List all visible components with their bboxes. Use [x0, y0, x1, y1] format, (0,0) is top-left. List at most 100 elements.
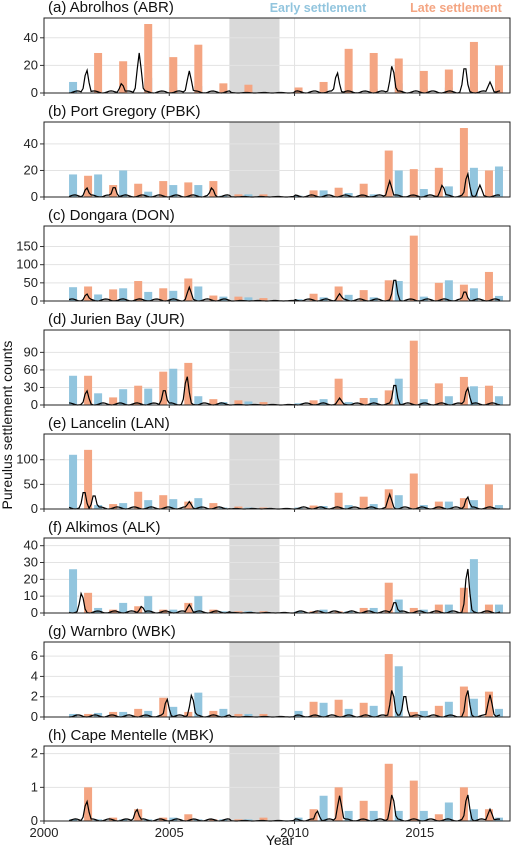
- late-bar: [209, 295, 218, 301]
- early-bar: [344, 402, 353, 405]
- panel-title: (b) Port Gregory (PBK): [48, 103, 201, 120]
- early-bar: [469, 386, 478, 405]
- late-bar: [84, 286, 93, 301]
- late-bar: [359, 607, 368, 613]
- early-bar: [469, 698, 478, 717]
- late-bar: [434, 501, 443, 509]
- y-tick-label: 2: [31, 746, 38, 761]
- early-bar: [119, 602, 128, 613]
- early-bar: [144, 291, 153, 301]
- legend-late: Late settlement: [410, 1, 503, 15]
- early-bar: [419, 189, 428, 197]
- panel-title: (g) Warnbro (WBK): [48, 623, 176, 640]
- early-bar: [69, 713, 78, 717]
- early-bar: [494, 396, 503, 405]
- late-bar: [384, 150, 393, 197]
- early-bar: [419, 609, 428, 613]
- y-tick-label: 0: [31, 85, 38, 100]
- early-bar: [394, 281, 403, 301]
- early-bar: [369, 810, 378, 821]
- late-bar: [494, 65, 503, 93]
- late-bar: [409, 780, 418, 821]
- late-bar: [484, 271, 493, 301]
- panels-group: (a) Abrolhos (ABR) Early settlement Late s…: [16, 0, 511, 828]
- panel-0: (a) Abrolhos (ABR) Early settlement Late s…: [24, 0, 511, 100]
- early-bar: [144, 388, 153, 405]
- late-bar: [209, 503, 218, 509]
- late-bar: [384, 582, 393, 613]
- early-bar: [344, 505, 353, 509]
- y-tick-label: 20: [24, 57, 38, 72]
- panel-7: (h) Cape Mentelle (MBK) 0 1 2: [31, 727, 511, 828]
- late-bar: [144, 24, 153, 93]
- panel-6: (g) Warnbro (WBK) 0 2 4 6: [31, 623, 511, 724]
- early-bar: [494, 604, 503, 613]
- early-bar: [169, 185, 178, 197]
- late-bar: [134, 183, 143, 197]
- early-bar: [444, 802, 453, 821]
- late-bar: [409, 340, 418, 405]
- late-bar: [334, 378, 343, 405]
- late-bar: [109, 289, 118, 301]
- y-tick-label: 30: [24, 555, 38, 570]
- late-bar: [159, 288, 168, 301]
- early-bar: [119, 170, 128, 197]
- early-bar: [144, 191, 153, 197]
- late-bar: [384, 489, 393, 509]
- panel-frame: [43, 433, 511, 510]
- early-bar: [294, 710, 303, 717]
- late-bar: [359, 702, 368, 717]
- late-bar: [234, 400, 243, 405]
- early-bar: [119, 711, 128, 717]
- early-bar: [319, 795, 328, 821]
- late-bar: [459, 686, 468, 717]
- early-bar: [369, 397, 378, 405]
- late-bar: [369, 52, 378, 93]
- early-bar: [369, 504, 378, 509]
- late-bar: [209, 710, 218, 717]
- late-bar: [309, 400, 318, 405]
- late-bar: [444, 69, 453, 93]
- x-tick-label: 2000: [30, 825, 59, 840]
- y-tick-label: 2: [31, 689, 38, 704]
- late-bar: [384, 390, 393, 405]
- y-tick-label: 20: [24, 162, 38, 177]
- early-bar: [69, 287, 78, 301]
- late-bar: [259, 194, 268, 197]
- late-bar: [409, 235, 418, 301]
- early-bar: [169, 290, 178, 301]
- panel-title: (a) Abrolhos (ABR): [48, 0, 174, 16]
- early-bar: [394, 495, 403, 509]
- late-bar: [184, 602, 193, 613]
- early-bar: [219, 708, 228, 717]
- early-bar: [194, 498, 203, 509]
- late-bar: [384, 280, 393, 301]
- early-bar: [194, 596, 203, 613]
- late-bar: [394, 58, 403, 93]
- late-bar: [459, 376, 468, 405]
- late-bar: [359, 290, 368, 301]
- late-bar: [434, 282, 443, 301]
- early-bar: [444, 280, 453, 301]
- early-bar: [169, 609, 178, 613]
- late-bar: [84, 375, 93, 405]
- late-bar: [134, 809, 143, 821]
- late-bar: [334, 699, 343, 717]
- late-bar: [459, 498, 468, 509]
- early-bar: [494, 295, 503, 301]
- late-bar: [84, 713, 93, 717]
- early-bar: [194, 396, 203, 405]
- late-bar: [84, 175, 93, 197]
- late-bar: [319, 81, 328, 93]
- late-bar: [234, 713, 243, 717]
- early-bar: [419, 296, 428, 301]
- late-bar: [484, 691, 493, 717]
- late-bar: [134, 385, 143, 405]
- early-bar: [294, 611, 303, 613]
- y-tick-label: 100: [16, 257, 38, 272]
- late-bar: [134, 491, 143, 509]
- no-data-band: [229, 122, 280, 197]
- late-bar: [409, 473, 418, 509]
- early-bar: [369, 194, 378, 197]
- late-bar: [209, 181, 218, 197]
